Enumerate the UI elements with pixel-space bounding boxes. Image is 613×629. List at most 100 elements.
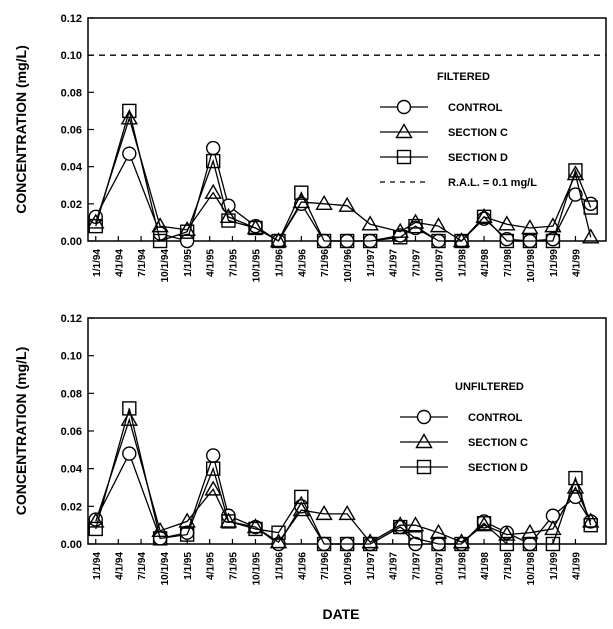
legend-label: CONTROL <box>448 102 503 114</box>
x-tick-label: 7/1/94 <box>137 249 148 277</box>
x-tick-label: 1/1/99 <box>549 552 560 580</box>
data-point-square <box>408 531 423 546</box>
data-point-square <box>545 233 561 249</box>
data-point-triangle <box>544 520 562 536</box>
x-axis-label: DATE <box>322 606 359 622</box>
legend: FILTERED CONTROL SECTION C SECTION D R.A.L. … <box>380 71 537 189</box>
data-point-triangle <box>582 228 600 244</box>
x-tick-label: 4/1/97 <box>389 249 400 277</box>
data-point-square <box>122 401 137 416</box>
data-point-square <box>499 536 515 552</box>
data-point-square <box>221 514 236 529</box>
data-point-square <box>152 233 168 249</box>
data-point-triangle <box>269 232 288 248</box>
data-point-triangle <box>475 207 493 224</box>
data-point-square <box>88 521 103 537</box>
x-tick-label: 7/1/97 <box>411 552 422 580</box>
y-tick-label: 0.12 <box>61 313 82 325</box>
data-point-triangle <box>178 512 196 528</box>
x-tick-label: 7/1/96 <box>320 552 331 580</box>
x-tick-label: 4/1/99 <box>571 552 582 580</box>
legend-marker-square <box>416 459 432 475</box>
legend-label: SECTION D <box>448 152 508 164</box>
x-tick-label: 4/1/98 <box>480 249 491 277</box>
data-point-square <box>583 200 598 215</box>
legend-label: SECTION D <box>468 462 528 474</box>
data-point-triangle <box>204 480 222 496</box>
x-tick-label: 1/1/96 <box>275 552 286 580</box>
data-point-triangle <box>406 213 425 229</box>
data-point-triangle <box>429 217 448 233</box>
legend-label: CONTROL <box>468 412 523 424</box>
x-tick-label: 1/1/99 <box>549 249 560 277</box>
data-point-circle <box>568 187 583 202</box>
data-point-circle <box>179 233 195 249</box>
data-point-triangle <box>315 504 333 521</box>
data-point-square <box>88 218 103 234</box>
data-point-triangle <box>338 504 356 521</box>
x-tick-label: 4/1/96 <box>297 552 308 580</box>
x-tick-label: 1/1/97 <box>366 249 377 277</box>
data-point-square <box>522 233 538 249</box>
x-tick-label: 10/1/94 <box>160 552 171 586</box>
data-point-triangle <box>178 220 196 237</box>
data-point-triangle <box>120 410 139 426</box>
data-point-square <box>179 527 195 542</box>
data-point-triangle <box>338 196 356 212</box>
series-section-d <box>88 401 598 552</box>
data-point-triangle <box>566 165 585 181</box>
x-tick-label: 10/1/97 <box>435 552 446 586</box>
x-tick-label: 7/1/96 <box>320 249 331 277</box>
data-point-square <box>568 470 583 486</box>
x-tick-label: 10/1/95 <box>251 552 262 586</box>
data-point-square <box>152 531 168 546</box>
x-tick-label: 7/1/94 <box>137 552 148 580</box>
data-point-square <box>362 536 378 552</box>
data-point-square <box>431 233 446 249</box>
legend-label: SECTION C <box>448 127 508 139</box>
x-tick-label: 7/1/95 <box>228 552 239 580</box>
legend-label: SECTION C <box>468 437 528 449</box>
data-point-triangle <box>391 516 409 532</box>
data-point-square <box>339 233 355 249</box>
x-tick-label: 1/1/94 <box>92 552 103 580</box>
data-point-triangle <box>292 501 311 517</box>
x-tick-label: 1/1/95 <box>183 249 194 277</box>
data-point-triangle <box>246 518 265 534</box>
data-point-triangle <box>498 215 516 231</box>
x-tick-label: 1/1/95 <box>183 552 194 580</box>
data-point-circle <box>205 140 221 156</box>
x-tick-label: 4/1/94 <box>114 249 125 277</box>
data-point-square <box>179 224 195 239</box>
data-point-square <box>362 233 378 249</box>
x-tick-label: 10/1/98 <box>526 249 537 283</box>
data-point-square <box>499 233 515 249</box>
y-tick-label: 0.00 <box>61 539 82 551</box>
data-point-square <box>545 536 561 552</box>
y-tick-label: 0.06 <box>61 125 82 137</box>
y-tick-label: 0.02 <box>61 199 82 211</box>
data-point-circle <box>583 196 598 212</box>
x-tick-label: 1/1/98 <box>458 552 469 580</box>
data-point-triangle <box>429 523 448 539</box>
data-point-square <box>316 536 332 552</box>
x-tick-label: 10/1/96 <box>343 249 354 283</box>
x-tick-label: 1/1/94 <box>92 249 103 277</box>
data-point-square <box>393 519 408 535</box>
x-tick-label: 7/1/95 <box>228 249 239 277</box>
data-point-triangle <box>315 194 333 211</box>
x-tick-label: 1/1/98 <box>458 249 469 277</box>
data-point-triangle <box>521 523 539 539</box>
x-tick-label: 7/1/98 <box>503 552 514 580</box>
x-tick-label: 1/1/96 <box>275 249 286 277</box>
legend-title: FILTERED <box>437 71 490 83</box>
x-tick-label: 4/1/94 <box>114 552 125 580</box>
x-tick-label: 10/1/98 <box>526 552 537 586</box>
x-tick-label: 4/1/95 <box>206 552 217 580</box>
legend-marker-circle <box>396 99 412 115</box>
y-tick-label: 0.02 <box>61 501 82 513</box>
x-tick-label: 10/1/95 <box>251 249 262 283</box>
y-tick-label: 0.12 <box>61 13 82 25</box>
legend-label-ral: R.A.L. = 0.1 mg/L <box>448 177 537 189</box>
x-tick-label: 10/1/96 <box>343 552 354 586</box>
